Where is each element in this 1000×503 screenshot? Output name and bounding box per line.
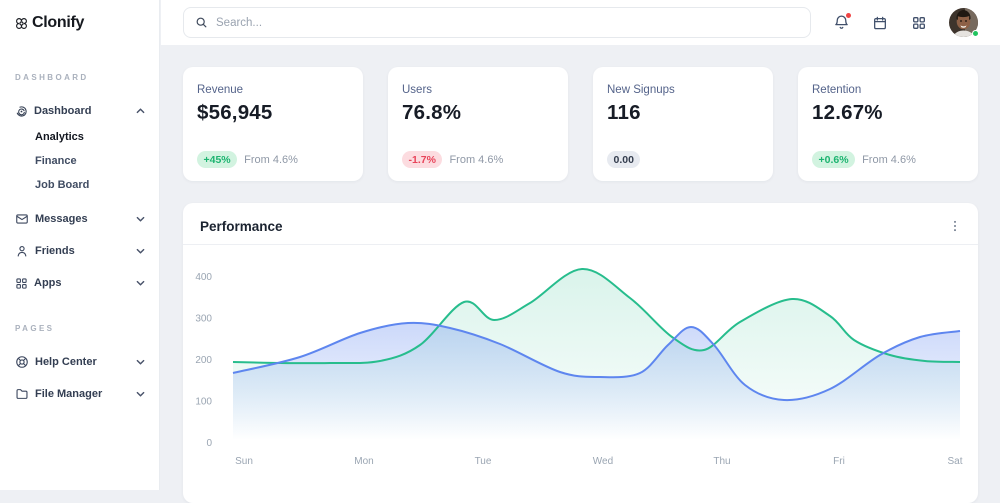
svg-text:400: 400 xyxy=(195,272,212,283)
svg-text:Sun: Sun xyxy=(235,456,253,467)
svg-text:Sat: Sat xyxy=(947,456,962,467)
svg-text:300: 300 xyxy=(195,314,212,325)
svg-text:Wed: Wed xyxy=(593,456,613,467)
svg-text:Fri: Fri xyxy=(833,456,845,467)
svg-text:200: 200 xyxy=(195,355,212,366)
svg-text:0: 0 xyxy=(206,438,212,449)
svg-text:100: 100 xyxy=(195,397,212,408)
svg-text:Tue: Tue xyxy=(475,456,492,467)
svg-text:Thu: Thu xyxy=(713,456,730,467)
svg-text:Mon: Mon xyxy=(354,456,373,467)
